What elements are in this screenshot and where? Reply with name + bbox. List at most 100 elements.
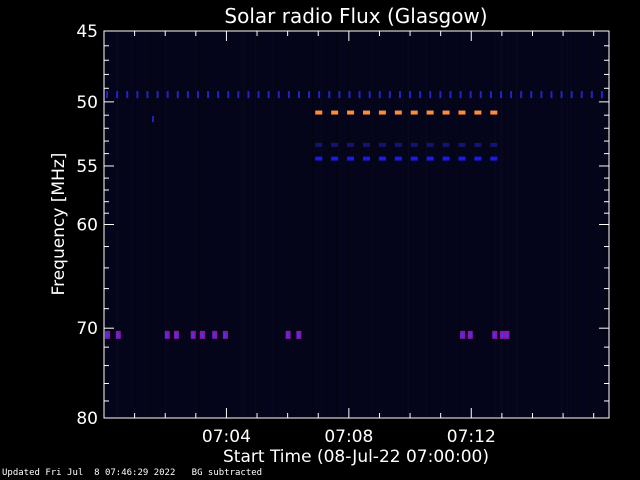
interference-dash [426, 156, 434, 161]
interference-dash [328, 91, 331, 99]
interference-dash [489, 91, 492, 99]
background-streak [159, 32, 160, 417]
interference-dash [580, 91, 583, 99]
interference-spot-core [493, 332, 496, 337]
interference-dash [530, 91, 533, 99]
interference-dash [474, 110, 482, 115]
interference-dash [318, 91, 321, 99]
background-streak [567, 32, 568, 417]
interference-dash [358, 91, 361, 99]
interference-dash [347, 156, 355, 161]
background-streak [177, 32, 178, 417]
interference-spot-core [174, 332, 177, 337]
interference-dash [378, 91, 381, 99]
interference-dash [398, 91, 401, 99]
interference-dash [499, 91, 502, 99]
interference-dash [315, 156, 323, 161]
y-tick-label: 50 [76, 93, 98, 113]
y-axis-label: Frequency [MHz] [49, 153, 69, 296]
interference-dash [490, 110, 498, 115]
interference-spot-core [461, 332, 464, 337]
interference-dash [490, 142, 498, 147]
background-streak [231, 32, 232, 417]
interference-spot-core [223, 332, 226, 337]
background-streak [336, 32, 337, 417]
interference-dash [227, 91, 230, 99]
interference-dash [362, 156, 370, 161]
background-streak [333, 32, 334, 417]
interference-dash [106, 91, 109, 99]
interference-dash [600, 91, 603, 99]
background-streak [588, 32, 589, 417]
interference-dash [560, 91, 563, 99]
interference-dash [469, 91, 472, 99]
interference-dash [368, 91, 371, 99]
plot-area [104, 31, 609, 418]
background-streak [507, 32, 508, 417]
background-streak [348, 32, 349, 417]
background-streak [594, 32, 595, 417]
background-streak [570, 32, 571, 417]
interference-dash [458, 110, 466, 115]
background-streak [327, 32, 328, 417]
background-streak [339, 32, 340, 417]
y-tick-label: 60 [76, 216, 98, 236]
interference-spot-core [297, 332, 300, 337]
background-streak [288, 32, 289, 417]
background-streak [447, 32, 448, 417]
background-streak [444, 32, 445, 417]
interference-dash [176, 91, 179, 99]
x-axis-label: Start Time (08-Jul-22 07:00:00) [223, 447, 489, 467]
background-streak [291, 32, 292, 417]
background-streak [273, 32, 274, 417]
interference-spot-core [200, 332, 203, 337]
background-streak [573, 32, 574, 417]
background-streak [180, 32, 181, 417]
background-streak [486, 32, 487, 417]
interference-dash [458, 142, 466, 147]
interference-dash [426, 142, 434, 147]
interference-dash [126, 91, 129, 99]
interference-spot-core [106, 332, 109, 337]
background-streak [255, 32, 256, 417]
x-tick-label: 07:04 [202, 427, 251, 447]
interference-dash [439, 91, 442, 99]
axis-ticks: 45 50 55 60 70 80 07:04 07:08 07:12 [76, 22, 609, 447]
interference-dash [510, 91, 513, 99]
interference-dash [458, 156, 466, 161]
interference-dash [267, 91, 270, 99]
interference-spot-core [468, 332, 471, 337]
background-streak [150, 32, 151, 417]
background-streak [258, 32, 259, 417]
background-streak [516, 32, 517, 417]
background-streak [513, 32, 514, 417]
background-streak [558, 32, 559, 417]
x-tick-label: 07:08 [324, 427, 373, 447]
interference-dash [348, 91, 351, 99]
background-streak [144, 32, 145, 417]
background-streak [132, 32, 133, 417]
interference-dash [520, 91, 523, 99]
interference-dash [550, 91, 553, 99]
interference-spot-core [286, 332, 289, 337]
background-streak [168, 32, 169, 417]
interference-dash [331, 142, 339, 147]
interference-dash [378, 110, 386, 115]
interference-dash [388, 91, 391, 99]
chart-title: Solar radio Flux (Glasgow) [224, 4, 487, 28]
background-streak [489, 32, 490, 417]
interference-dash [207, 91, 210, 99]
background-streak [525, 32, 526, 417]
interference-dash [429, 91, 432, 99]
background-streak [426, 32, 427, 417]
interference-dash [570, 91, 573, 99]
background-streak [402, 32, 403, 417]
interference-dash [247, 91, 250, 99]
background-streak [204, 32, 205, 417]
background-streak [243, 32, 244, 417]
interference-dash [394, 156, 402, 161]
interference-dash [362, 142, 370, 147]
background-streak [561, 32, 562, 417]
background-streak [300, 32, 301, 417]
